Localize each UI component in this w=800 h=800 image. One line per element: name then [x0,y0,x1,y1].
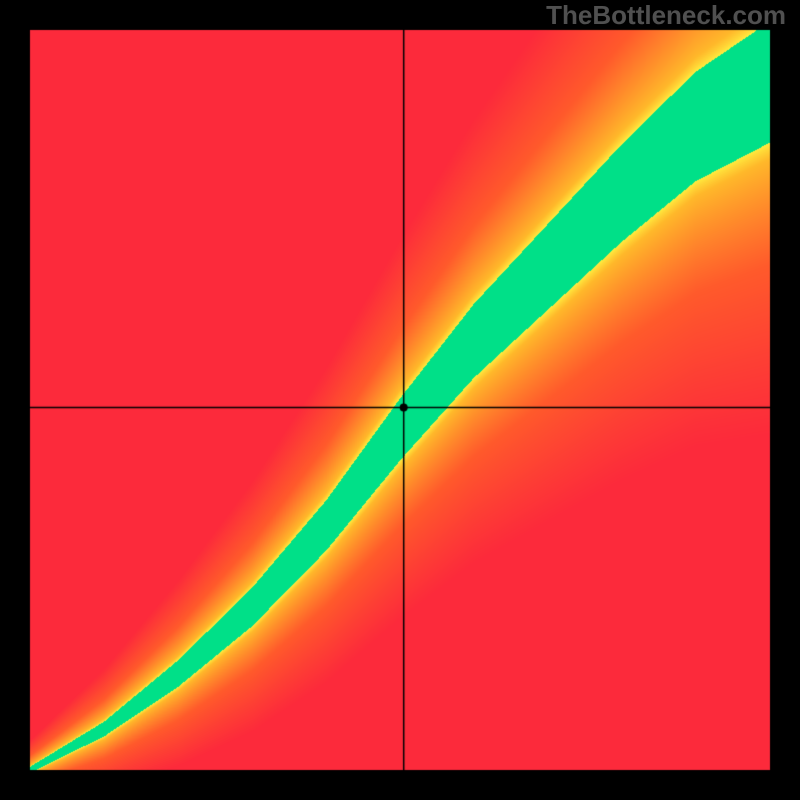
figure-wrapper: TheBottleneck.com [0,0,800,800]
watermark-text: TheBottleneck.com [546,0,786,31]
bottleneck-heatmap-chart [0,0,800,800]
